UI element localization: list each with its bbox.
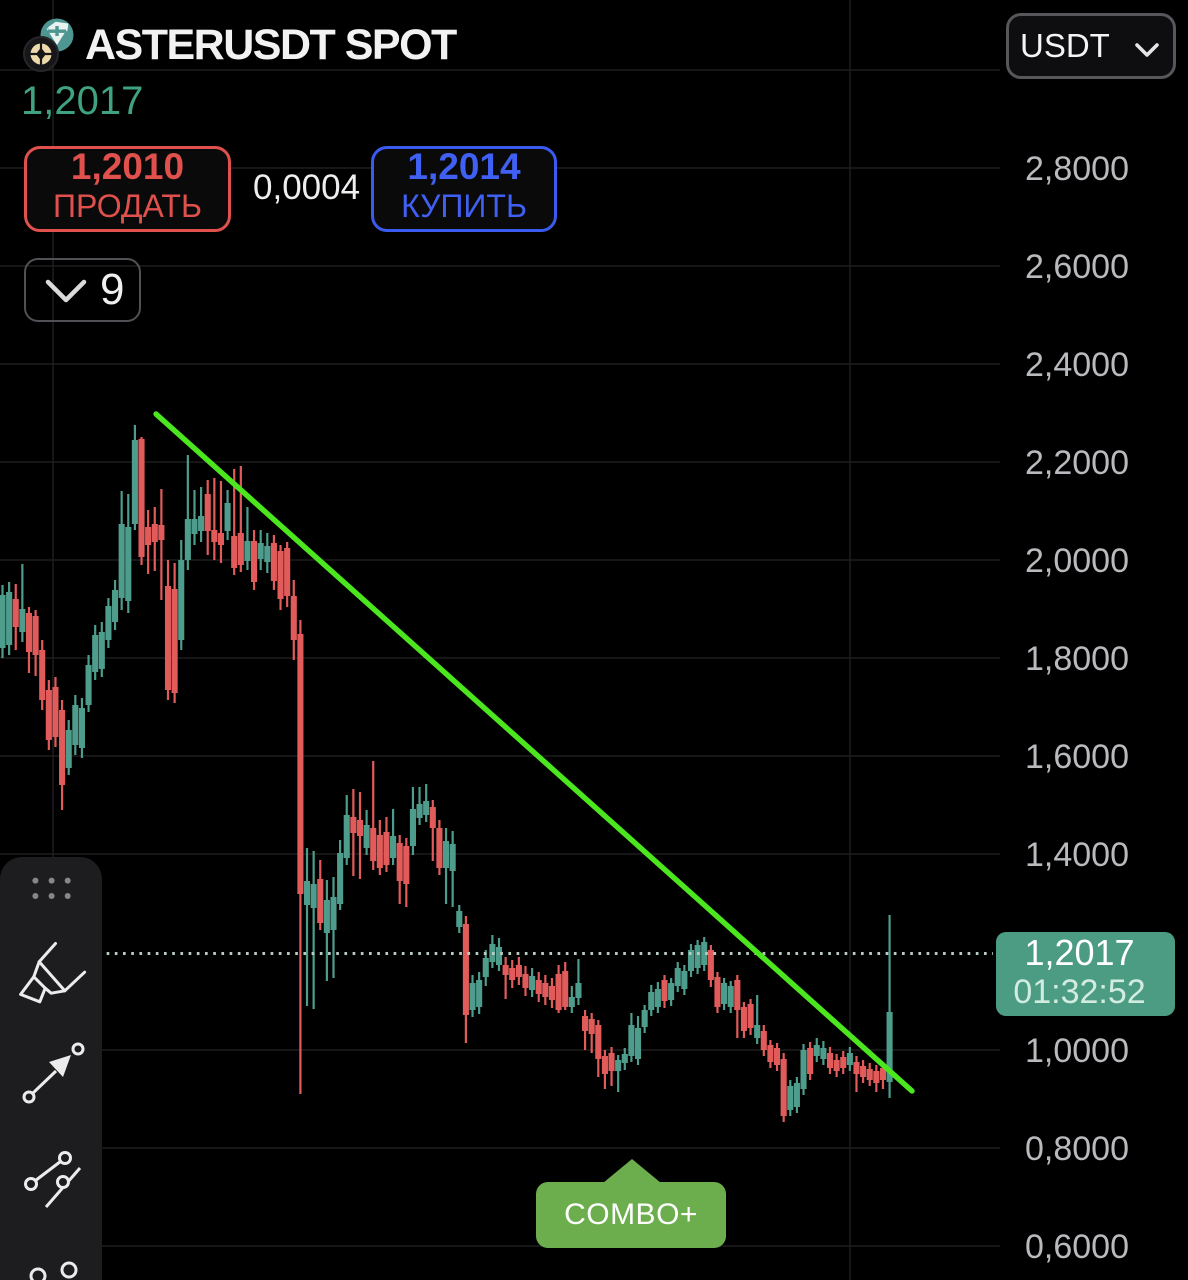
svg-text:2,2000: 2,2000 <box>1025 444 1129 482</box>
svg-text:0,6000: 0,6000 <box>1025 1228 1129 1266</box>
svg-text:2,0000: 2,0000 <box>1025 542 1129 580</box>
svg-text:0,8000: 0,8000 <box>1025 1130 1129 1168</box>
svg-text:1,0000: 1,0000 <box>1025 1032 1129 1070</box>
svg-text:1,8000: 1,8000 <box>1025 640 1129 678</box>
svg-text:2,4000: 2,4000 <box>1025 346 1129 384</box>
svg-text:2,6000: 2,6000 <box>1025 248 1129 286</box>
svg-text:1,6000: 1,6000 <box>1025 738 1129 776</box>
svg-text:2,8000: 2,8000 <box>1025 150 1129 188</box>
svg-text:1,4000: 1,4000 <box>1025 836 1129 874</box>
